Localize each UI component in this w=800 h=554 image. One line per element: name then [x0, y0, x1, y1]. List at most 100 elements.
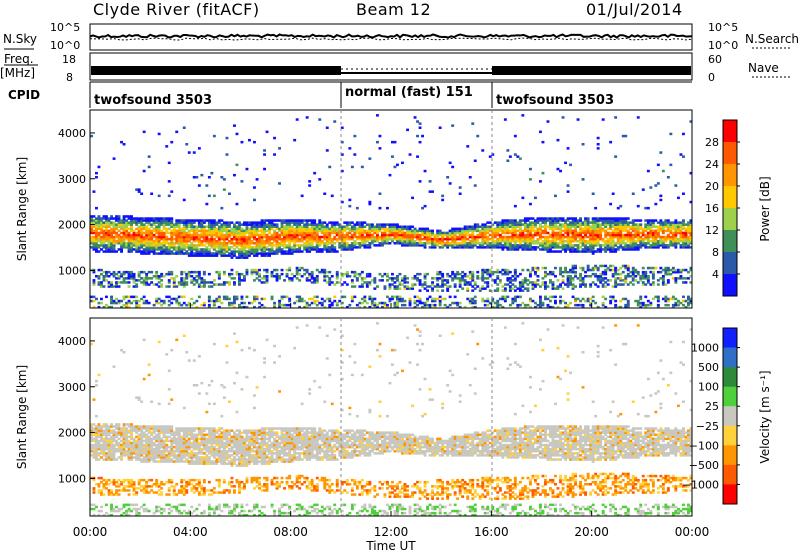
power-cell [418, 299, 422, 303]
power-cell [335, 229, 339, 233]
power-cell [125, 227, 128, 231]
power-cell [142, 227, 146, 231]
power-cell [631, 223, 635, 226]
power-cell [611, 235, 615, 239]
power-cell [325, 237, 329, 241]
power-cell [671, 268, 675, 272]
power-cell [165, 223, 169, 226]
power-cell [606, 242, 610, 245]
power-cell [443, 237, 447, 241]
power-cell [639, 297, 643, 301]
power-cell [228, 225, 231, 228]
power-cell [589, 250, 593, 253]
power-cell [606, 221, 610, 224]
power-cell [501, 225, 505, 228]
power-cell [298, 219, 302, 222]
power-cell [596, 221, 600, 224]
power-cell [177, 281, 181, 284]
power-cell [335, 227, 339, 231]
power-cell [210, 244, 214, 247]
power-cell [215, 223, 219, 226]
power-cell [616, 233, 620, 237]
power-cell [636, 248, 640, 251]
power-cell [130, 239, 133, 243]
velocity-cell [90, 425, 93, 428]
power-cell [240, 252, 244, 255]
power-cell [305, 219, 309, 222]
power-cell [391, 233, 394, 237]
power-cell [358, 231, 362, 235]
power-cell [376, 225, 379, 228]
power-cell [619, 283, 623, 286]
power-cell [634, 239, 638, 243]
power-cell [135, 283, 139, 286]
power-cell [584, 270, 587, 274]
power-cell [556, 219, 560, 222]
power-cell [518, 272, 522, 276]
power-cell [120, 231, 123, 235]
power-cell [175, 242, 179, 245]
power-cell [486, 221, 490, 224]
power-cell [305, 227, 309, 231]
power-cell [433, 237, 437, 241]
power-cell [285, 268, 289, 272]
power-cell [195, 231, 199, 235]
power-cell [488, 221, 492, 224]
power-cell [631, 266, 635, 270]
power-cell [481, 231, 485, 235]
power-cell [335, 221, 339, 224]
power-cell [152, 303, 156, 307]
power-cell [370, 233, 374, 237]
power-cell [157, 231, 161, 235]
power-cell [458, 305, 462, 309]
power-cell [368, 157, 372, 160]
power-cell [177, 225, 181, 228]
power-cell [609, 227, 613, 231]
power-cell [115, 281, 118, 284]
colorbar-swatch [723, 208, 737, 231]
power-cell [541, 171, 545, 175]
power-cell [556, 138, 560, 142]
power-cell [112, 244, 116, 247]
power-cell [594, 283, 598, 286]
power-cell [243, 246, 246, 249]
power-cell [185, 272, 189, 276]
power-cell [561, 225, 565, 228]
power-cell [421, 227, 424, 231]
velocity-cell [100, 429, 103, 432]
power-cell [365, 229, 369, 233]
power-cell [210, 221, 214, 224]
power-cell [441, 279, 445, 282]
power-cell [584, 250, 587, 253]
power-cell [521, 301, 525, 305]
power-cell [531, 287, 535, 290]
power-cell [170, 297, 174, 301]
power-cell [614, 281, 618, 284]
power-cell [539, 305, 542, 309]
power-cell [521, 248, 525, 251]
power-cell [95, 223, 98, 226]
power-cell [132, 299, 136, 303]
power-cell [240, 301, 244, 305]
power-cell [456, 301, 460, 305]
power-cell [566, 244, 570, 247]
power-cell [165, 145, 169, 148]
power-cell [609, 221, 613, 224]
power-cell [383, 242, 387, 245]
power-cell [238, 283, 241, 286]
power-cell [541, 225, 545, 228]
power-cell [210, 229, 214, 233]
power-cell [248, 246, 251, 249]
power-cell [112, 270, 116, 274]
power-cell [177, 244, 181, 247]
power-cell [107, 244, 111, 247]
power-cell [679, 235, 683, 239]
power-cell [238, 242, 241, 245]
power-cell [217, 219, 221, 222]
power-cell [443, 283, 447, 286]
power-cell [220, 229, 224, 233]
power-cell [250, 242, 254, 245]
power-cell [481, 239, 485, 243]
power-cell [258, 233, 261, 237]
power-cell [230, 252, 234, 255]
